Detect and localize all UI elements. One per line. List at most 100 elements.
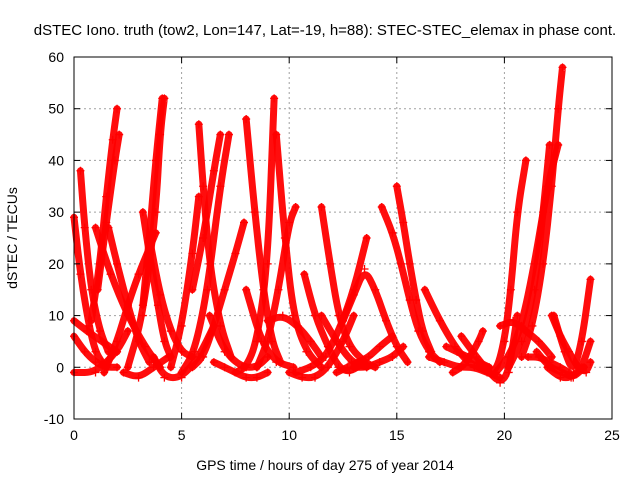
data-point — [371, 285, 380, 294]
plot-frame — [73, 56, 613, 420]
data-point — [388, 228, 397, 237]
data-point — [558, 368, 567, 377]
series-line — [188, 131, 224, 294]
series-line — [518, 63, 567, 361]
data-point — [141, 342, 150, 351]
data-point — [188, 363, 197, 372]
data-point — [435, 316, 444, 325]
data-point — [311, 373, 320, 382]
data-series — [517, 63, 567, 361]
data-point — [160, 94, 169, 103]
data-point — [242, 285, 251, 294]
data-point — [272, 130, 281, 139]
data-point — [87, 316, 96, 325]
data-point — [457, 332, 466, 341]
data-point — [134, 373, 143, 382]
data-point — [205, 311, 214, 320]
data-point — [95, 327, 104, 336]
series-line — [333, 332, 396, 376]
y-tick-label: 30 — [48, 204, 64, 220]
data-series — [272, 130, 326, 372]
data-point — [252, 373, 261, 382]
data-point — [289, 311, 298, 320]
data-point — [209, 166, 218, 175]
data-point — [104, 223, 113, 232]
chart-title: dSTEC Iono. truth (tow2, Lon=147, Lat=-1… — [34, 22, 616, 39]
data-point — [388, 352, 397, 361]
data-point — [306, 363, 315, 372]
series-line — [483, 156, 530, 374]
data-point — [263, 259, 272, 268]
axis-ticks: 0 5 10 15 20 25 -10 0 10 20 30 40 50 60 — [44, 49, 620, 443]
data-point — [405, 259, 414, 268]
data-point — [242, 115, 251, 124]
data-point — [362, 234, 371, 242]
data-point — [375, 358, 384, 367]
data-series — [166, 192, 203, 372]
data-point — [345, 342, 354, 351]
data-point — [472, 352, 481, 361]
data-point — [360, 265, 369, 274]
data-point — [513, 208, 522, 217]
data-point — [412, 296, 421, 305]
data-point — [457, 363, 466, 372]
data-point — [302, 347, 311, 356]
data-point — [388, 332, 397, 341]
data-point — [166, 327, 175, 336]
data-series — [231, 94, 279, 377]
data-point — [496, 378, 505, 387]
data-point — [113, 347, 122, 356]
data-point — [134, 270, 143, 279]
x-tick-label: 0 — [70, 427, 78, 443]
data-point — [577, 337, 586, 346]
data-point — [399, 342, 408, 351]
series-line — [70, 327, 132, 376]
data-point — [291, 202, 300, 211]
y-axis-label: dSTEC / TECUs — [4, 187, 20, 289]
data-point — [399, 218, 408, 227]
data-series — [70, 316, 122, 356]
data-point — [231, 368, 240, 377]
data-point — [138, 208, 147, 217]
data-point — [113, 259, 122, 268]
data-point — [285, 218, 294, 227]
data-point — [216, 182, 225, 191]
x-tick-label: 15 — [389, 427, 405, 443]
data-point — [138, 311, 147, 320]
data-point — [532, 347, 541, 356]
data-point — [257, 337, 266, 346]
data-point — [199, 352, 208, 361]
data-point — [177, 321, 186, 330]
data-point — [300, 270, 309, 279]
data-point — [524, 352, 533, 361]
data-point — [528, 321, 537, 330]
data-point — [491, 368, 500, 377]
data-point — [145, 234, 154, 242]
y-tick-label: 10 — [48, 308, 64, 324]
data-point — [274, 285, 283, 294]
data-point — [586, 358, 595, 367]
data-point — [224, 130, 233, 139]
y-tick-label: 40 — [48, 152, 64, 168]
data-point — [470, 363, 479, 372]
data-point — [119, 368, 128, 377]
data-point — [240, 218, 249, 227]
data-point — [403, 358, 412, 367]
data-point — [110, 156, 119, 165]
data-point — [504, 363, 513, 372]
data-point — [453, 347, 462, 356]
data-point — [545, 363, 554, 372]
data-point — [209, 358, 218, 367]
data-point — [91, 358, 100, 367]
x-tick-label: 10 — [281, 427, 297, 443]
y-tick-label: 60 — [48, 49, 64, 65]
data-point — [263, 316, 272, 325]
data-point — [91, 347, 100, 356]
data-point — [397, 259, 406, 268]
data-point — [156, 290, 165, 299]
data-point — [298, 373, 307, 382]
data-point — [220, 363, 229, 372]
data-point — [317, 311, 326, 320]
series-line — [272, 131, 325, 371]
data-point — [291, 368, 300, 377]
